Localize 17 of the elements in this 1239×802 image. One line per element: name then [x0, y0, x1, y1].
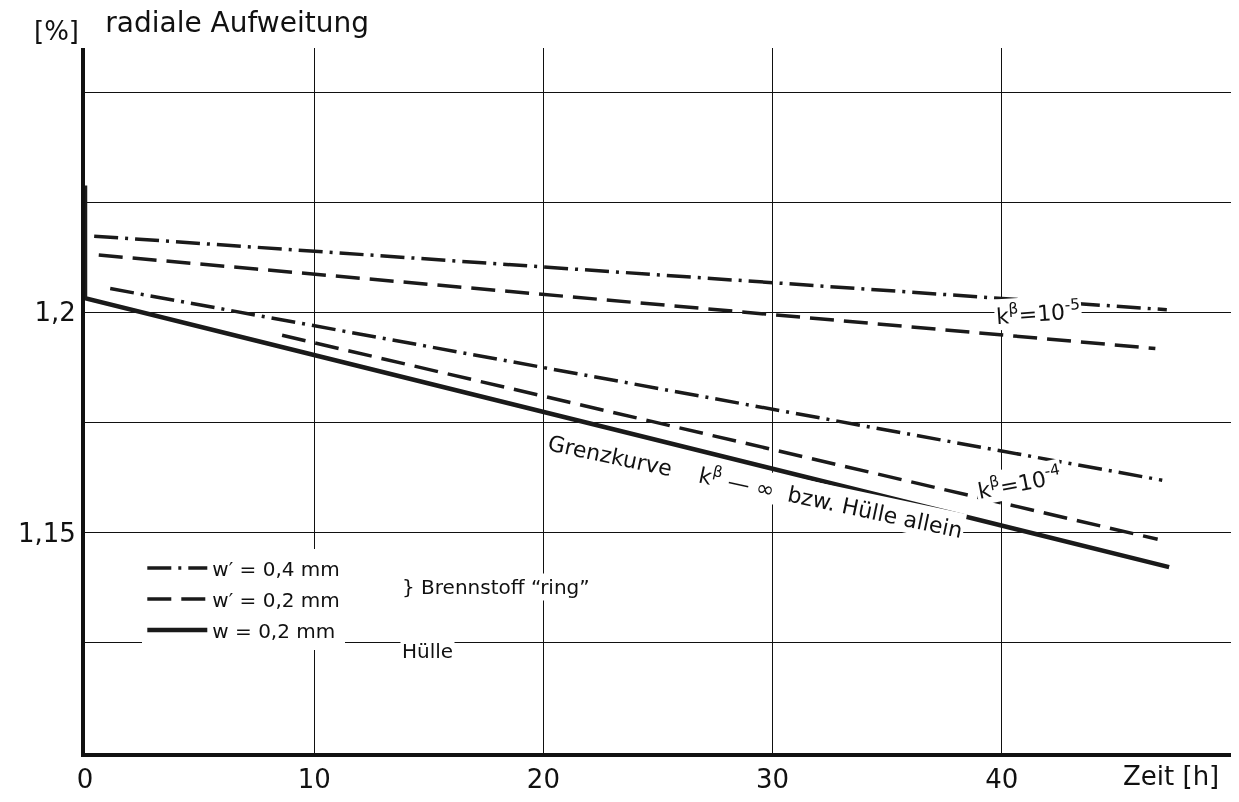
- chart-title: radiale Aufweitung: [105, 5, 370, 39]
- legend-label: w = 0,2 mm: [212, 618, 336, 643]
- y-tick-label: 1,15: [17, 517, 76, 548]
- annotation: } Brennstoff “ring”: [402, 575, 590, 599]
- x-tick-label: 30: [756, 764, 790, 795]
- x-tick-label: 40: [985, 764, 1019, 795]
- y-axis-title: [%]: [34, 16, 79, 46]
- x-axis-title: Zeit [h]: [1123, 761, 1220, 791]
- annotation: Hülle: [402, 639, 454, 663]
- x-tick-label: 0: [76, 764, 94, 795]
- x-tick-label: 20: [526, 764, 560, 795]
- annotation: k$^{β}$=10$^{-4}$: [975, 460, 1064, 504]
- x-tick-label: 10: [297, 764, 331, 795]
- legend-label: w′ = 0,2 mm: [212, 587, 340, 612]
- legend-label: w′ = 0,4 mm: [212, 556, 340, 581]
- y-tick-label: 1,2: [34, 297, 76, 328]
- annotation: k$^{β}$=10$^{-5}$: [995, 295, 1082, 330]
